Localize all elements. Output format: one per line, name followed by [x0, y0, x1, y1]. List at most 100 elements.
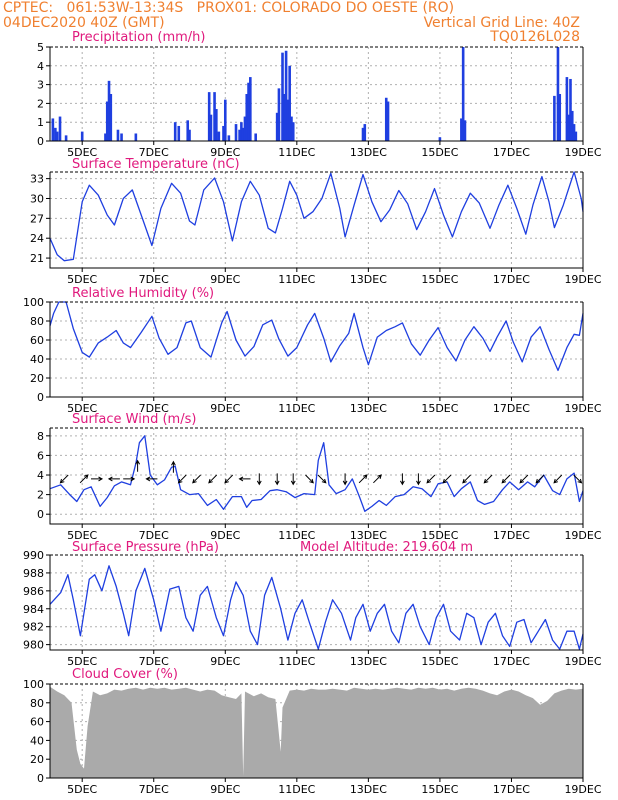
x-tick-label: 15DEC [421, 783, 458, 796]
wind-arrow [192, 474, 201, 484]
x-tick-label: 13DEC [350, 655, 387, 668]
precip-bar [288, 65, 291, 141]
panel-background [50, 172, 583, 268]
x-tick-label: 17DEC [493, 146, 530, 159]
y-tick-label: 0 [37, 772, 44, 785]
precip-bar [384, 97, 388, 141]
x-tick-label: 19DEC [564, 146, 601, 159]
precip-bar [558, 94, 562, 141]
y-tick-label: 984 [23, 603, 44, 616]
precip-bar [284, 50, 288, 142]
header-station: CPTEC: 061:53W-13:34S PROX01: COLORADO D… [3, 0, 455, 16]
panel-frame [49, 47, 584, 142]
y-tick-label: 5 [37, 41, 44, 54]
x-tick-label: 5DEC [67, 529, 97, 542]
precip-bar [120, 133, 123, 141]
precip-bar [116, 129, 120, 141]
x-tick-label: 7DEC [139, 529, 169, 542]
series-line [49, 301, 584, 372]
precip-bar [51, 118, 55, 141]
y-tick-label: 8 [37, 430, 44, 443]
x-tick-label: 19DEC [564, 783, 601, 796]
precip-bar [107, 80, 111, 141]
precip-bar [64, 135, 68, 141]
precip-bar [290, 116, 293, 141]
y-tick-label: 990 [23, 549, 44, 562]
x-tick-label: 11DEC [278, 273, 315, 286]
y-tick-label: 6 [37, 449, 44, 462]
wind-arrow [399, 473, 405, 486]
y-tick-label: 982 [23, 621, 44, 634]
precip-bar [460, 118, 463, 141]
x-tick-label: 15DEC [421, 402, 458, 415]
panel-title: Cloud Cover (%) [72, 667, 178, 682]
wind-arrow [573, 474, 583, 484]
model-altitude-label: Model Altitude: 219.604 m [300, 540, 473, 555]
wind-arrow [358, 474, 368, 484]
y-tick-label: 40 [30, 353, 44, 366]
y-tick-label: 2 [37, 489, 44, 502]
precip-bar [567, 114, 570, 141]
y-tick-label: 24 [30, 232, 44, 245]
wind-arrow [224, 474, 234, 484]
x-tick-label: 11DEC [278, 402, 315, 415]
y-tick-label: 0 [37, 135, 44, 148]
precip-bar [109, 94, 113, 141]
precip-bar [245, 94, 249, 141]
x-tick-label: 17DEC [493, 529, 530, 542]
wind-arrow [519, 474, 529, 484]
x-tick-label: 5DEC [67, 146, 97, 159]
y-tick-label: 40 [30, 734, 44, 747]
y-tick-label: 20 [30, 753, 44, 766]
precip-bar [570, 110, 574, 141]
x-tick-label: 13DEC [350, 273, 387, 286]
precip-bar [104, 133, 107, 141]
precip-bar [215, 109, 218, 141]
wind-arrow [91, 476, 104, 482]
x-tick-label: 11DEC [278, 655, 315, 668]
precip-bar [569, 78, 572, 141]
wind-arrow [426, 474, 436, 484]
precip-bar [213, 92, 216, 141]
wind-arrow [373, 474, 382, 484]
precip-bar [254, 133, 257, 141]
precip-bar [386, 101, 390, 141]
precip-bar [556, 47, 560, 141]
x-tick-label: 17DEC [493, 273, 530, 286]
x-tick-label: 7DEC [139, 783, 169, 796]
precip-bar [217, 131, 221, 141]
precip-bar [553, 95, 556, 141]
precip-bar [291, 122, 295, 141]
wind-arrow [145, 476, 158, 482]
precip-bar [58, 116, 62, 141]
y-tick-label: 100 [23, 678, 44, 691]
precip-bar [223, 99, 227, 141]
series-line [49, 435, 584, 512]
panel-background [50, 555, 583, 650]
y-tick-label: 60 [30, 334, 44, 347]
x-tick-label: 9DEC [210, 402, 240, 415]
x-tick-label: 5DEC [67, 655, 97, 668]
y-tick-label: 30 [30, 192, 44, 205]
precip-bar [283, 94, 286, 141]
wind-arrow [238, 476, 251, 482]
wind-arrow [79, 474, 89, 484]
precip-bar [249, 77, 252, 141]
wind-arrow [462, 474, 471, 484]
y-tick-label: 80 [30, 697, 44, 710]
precip-bar [438, 137, 442, 141]
series-line [49, 565, 584, 650]
x-tick-label: 7DEC [139, 655, 169, 668]
y-tick-label: 3 [37, 79, 44, 92]
panel-title: Surface Temperature (nC) [72, 157, 240, 172]
precip-bar [227, 135, 231, 141]
precip-bar [234, 124, 238, 141]
precip-bar [173, 122, 177, 141]
x-tick-label: 17DEC [493, 655, 530, 668]
precip-bar [209, 114, 213, 141]
wind-arrow [107, 476, 120, 482]
x-tick-label: 5DEC [67, 783, 97, 796]
cloud-cover-area [50, 686, 583, 778]
y-tick-label: 33 [30, 173, 44, 186]
